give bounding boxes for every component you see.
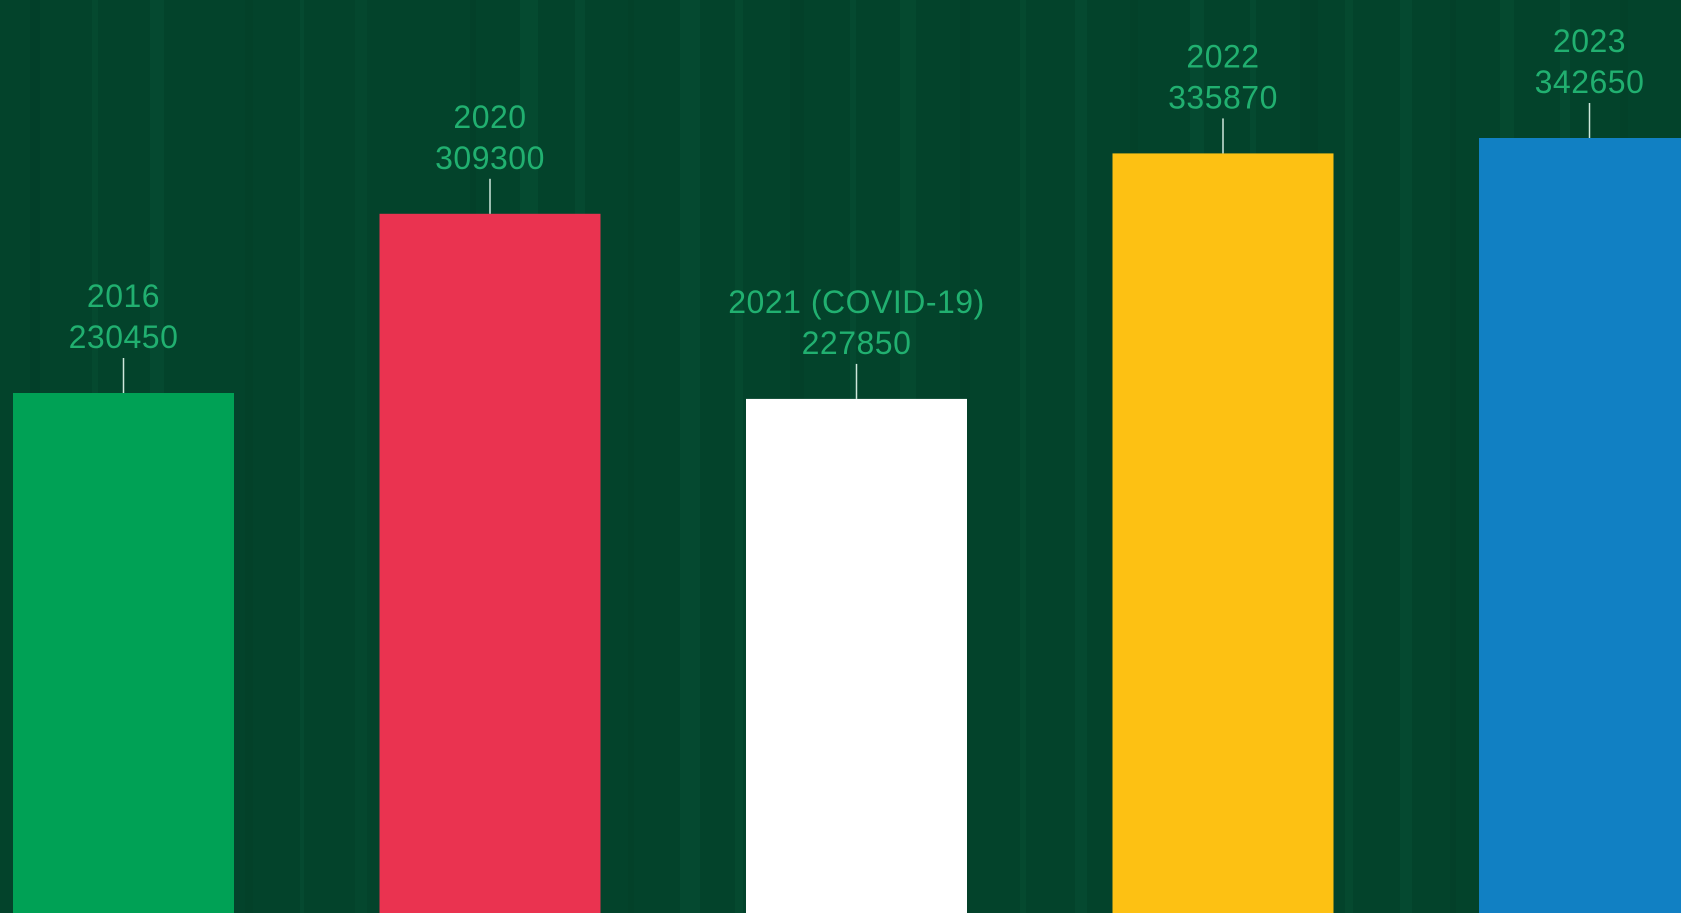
background-stripe: [1450, 0, 1456, 913]
background-stripe: [735, 0, 743, 913]
labels-group: 2016 230450 2020 309300 2021 (COVID-19) 22785…: [69, 23, 1645, 399]
background-stripe: [355, 0, 367, 913]
bar-2016: [13, 393, 234, 913]
category-label: 2016: [87, 278, 160, 314]
category-label: 2023: [1553, 23, 1626, 59]
value-label: 230450: [69, 319, 179, 355]
bar-2021: [746, 398, 967, 913]
bar-2022: [1112, 153, 1334, 913]
background-stripe: [1075, 0, 1087, 913]
background-stripe: [1400, 0, 1412, 913]
category-label: 2022: [1186, 38, 1259, 74]
value-label: 342650: [1535, 64, 1645, 100]
value-label: 227850: [802, 325, 912, 361]
bar-2023: [1479, 138, 1681, 913]
background-stripe: [628, 0, 634, 913]
background-stripe: [680, 0, 700, 913]
background-stripe: [1345, 0, 1353, 913]
background-stripe: [245, 0, 253, 913]
background-stripe: [300, 0, 304, 913]
category-label: 2020: [453, 99, 526, 135]
bars-group: [13, 138, 1681, 913]
value-label: 335870: [1168, 79, 1278, 115]
category-label: 2021 (COVID-19): [728, 284, 984, 320]
background-stripe: [1020, 0, 1026, 913]
value-label: 309300: [435, 140, 545, 176]
bar-2020: [379, 213, 601, 913]
